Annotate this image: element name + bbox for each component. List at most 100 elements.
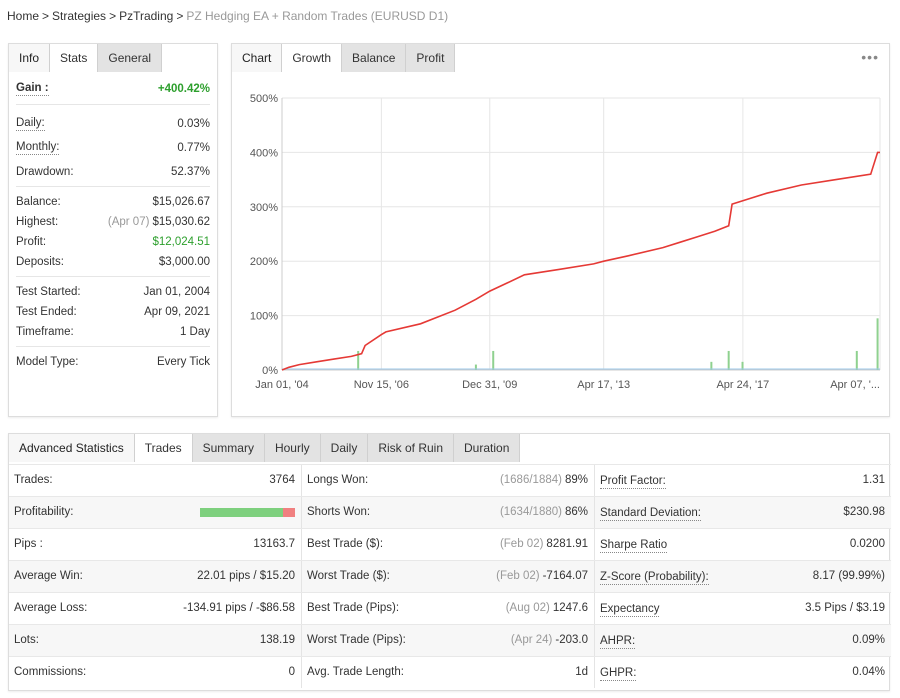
- tab-duration[interactable]: Duration: [454, 434, 521, 462]
- x-tick-label: Apr 17, '13: [577, 379, 630, 391]
- activity-bar: [474, 364, 477, 370]
- tab-advanced-statistics[interactable]: Advanced Statistics: [9, 434, 135, 462]
- activity-bar: [741, 361, 744, 370]
- daily-label[interactable]: Daily:: [16, 117, 45, 131]
- std-dev-value: $230.98: [843, 506, 885, 518]
- tab-chart[interactable]: Chart: [232, 44, 283, 72]
- avg-loss-label: Average Loss:: [14, 602, 88, 614]
- breadcrumb-home[interactable]: Home: [7, 9, 40, 23]
- tab-profit[interactable]: Profit: [406, 44, 456, 72]
- avg-loss-value: -134.91 pips / -$86.58: [183, 602, 295, 614]
- lots-cell: Lots: 138.19: [9, 625, 302, 656]
- pips-label: Pips :: [14, 538, 43, 550]
- table-row: Commissions: 0 Avg. Trade Length: 1d GHP…: [9, 656, 891, 688]
- avg-win-cell: Average Win: 22.01 pips / $15.20: [9, 561, 302, 592]
- breadcrumb-separator: >: [42, 9, 50, 23]
- divider: [16, 104, 210, 105]
- commissions-label: Commissions:: [14, 666, 87, 678]
- ghpr-label[interactable]: GHPR:: [600, 667, 637, 681]
- divider: [16, 186, 210, 187]
- longs-won-value: 89%: [564, 474, 588, 486]
- worst-trade-usd-value-wrap: (Feb 02) -7164.07: [496, 561, 588, 592]
- sharpe-label[interactable]: Sharpe Ratio: [600, 539, 668, 553]
- activity-bar: [876, 318, 879, 370]
- best-trade-usd-date: (Feb 02): [499, 538, 544, 550]
- ahpr-cell: AHPR: 0.09%: [595, 625, 891, 656]
- worst-trade-usd-value: -7164.07: [542, 570, 588, 582]
- model-type-label: Model Type:: [16, 356, 79, 368]
- tab-risk-of-ruin[interactable]: Risk of Ruin: [368, 434, 455, 462]
- table-row: Lots: 138.19 Worst Trade (Pips): (Apr 24…: [9, 624, 891, 656]
- expectancy-cell: Expectancy 3.5 Pips / $3.19: [595, 593, 891, 624]
- balance-value: $15,026.67: [152, 196, 210, 208]
- table-row: Average Loss: -134.91 pips / -$86.58 Bes…: [9, 592, 891, 624]
- daily-row: Daily: 0.03%: [16, 115, 210, 133]
- breadcrumb: Home > Strategies > PzTrading > PZ Hedging EA …: [7, 9, 448, 23]
- tab-balance[interactable]: Balance: [342, 44, 407, 72]
- daily-value: 0.03%: [177, 118, 210, 130]
- growth-line: [281, 151, 880, 371]
- tab-growth[interactable]: Growth: [282, 44, 343, 72]
- longs-won-cell: Longs Won: (1686/1884) 89%: [302, 465, 595, 496]
- avg-win-value: 22.01 pips / $15.20: [197, 570, 295, 582]
- tab-info[interactable]: Info: [9, 44, 51, 72]
- best-trade-usd-cell: Best Trade ($): (Feb 02) 8281.91: [302, 529, 595, 560]
- y-tick-label: 200%: [250, 256, 278, 268]
- table-row: Profitability: Shorts Won: (1634/1880) 86…: [9, 496, 891, 528]
- zscore-label[interactable]: Z-Score (Probability):: [600, 571, 709, 585]
- shorts-won-label: Shorts Won:: [307, 506, 371, 518]
- test-started-label: Test Started:: [16, 286, 81, 298]
- shorts-won-cell: Shorts Won: (1634/1880) 86%: [302, 497, 595, 528]
- worst-trade-pips-date: (Apr 24): [510, 634, 553, 646]
- table-row: Average Win: 22.01 pips / $15.20 Worst T…: [9, 560, 891, 592]
- profitability-bar-win: [200, 508, 283, 517]
- tab-trades[interactable]: Trades: [134, 434, 193, 462]
- gain-label[interactable]: Gain :: [16, 82, 49, 96]
- best-trade-usd-label: Best Trade ($):: [307, 538, 384, 550]
- activity-bar: [357, 350, 360, 370]
- timeframe-label: Timeframe:: [16, 326, 74, 338]
- y-tick-label: 500%: [250, 93, 278, 105]
- test-started-value: Jan 01, 2004: [143, 286, 210, 298]
- best-trade-pips-label: Best Trade (Pips):: [307, 602, 400, 614]
- std-dev-label[interactable]: Standard Deviation:: [600, 507, 702, 521]
- y-tick-label: 0%: [262, 365, 278, 377]
- profit-factor-label[interactable]: Profit Factor:: [600, 475, 666, 489]
- worst-trade-pips-cell: Worst Trade (Pips): (Apr 24) -203.0: [302, 625, 595, 656]
- activity-bar: [855, 350, 858, 370]
- tab-hourly[interactable]: Hourly: [264, 434, 321, 462]
- profit-factor-value: 1.31: [862, 474, 885, 486]
- breadcrumb-strategies[interactable]: Strategies: [52, 9, 107, 23]
- balance-row: Balance: $15,026.67: [16, 193, 210, 211]
- tab-general[interactable]: General: [98, 44, 163, 72]
- zscore-cell: Z-Score (Probability): 8.17 (99.99%): [595, 561, 891, 592]
- pips-cell: Pips : 13163.7: [9, 529, 302, 560]
- model-type-row: Model Type: Every Tick: [16, 353, 210, 371]
- tab-daily[interactable]: Daily: [320, 434, 369, 462]
- drawdown-row: Drawdown: 52.37%: [16, 163, 210, 181]
- monthly-label[interactable]: Monthly:: [16, 141, 60, 155]
- drawdown-value: 52.37%: [170, 166, 210, 178]
- profitability-label: Profitability:: [14, 506, 74, 518]
- best-trade-pips-date: (Aug 02): [505, 602, 550, 614]
- profitability-cell: Profitability:: [9, 497, 302, 528]
- avg-loss-cell: Average Loss: -134.91 pips / -$86.58: [9, 593, 302, 624]
- expectancy-label[interactable]: Expectancy: [600, 603, 660, 617]
- x-tick-label: Apr 07, '...: [830, 379, 880, 391]
- trades-value: 3764: [269, 474, 295, 486]
- timeframe-row: Timeframe: 1 Day: [16, 323, 210, 341]
- breadcrumb-current: PZ Hedging EA + Random Trades (EURUSD D1…: [186, 9, 449, 23]
- highest-label: Highest:: [16, 216, 59, 228]
- tab-summary[interactable]: Summary: [192, 434, 265, 462]
- longs-won-label: Longs Won:: [307, 474, 369, 486]
- breadcrumb-pztrading[interactable]: PzTrading: [119, 9, 174, 23]
- chart-menu-icon[interactable]: •••: [861, 49, 879, 65]
- avg-trade-length-value: 1d: [575, 666, 588, 678]
- monthly-value: 0.77%: [177, 142, 210, 154]
- breadcrumb-separator: >: [176, 9, 184, 23]
- tab-stats[interactable]: Stats: [50, 44, 99, 72]
- longs-won-ratio: (1686/1884): [499, 474, 562, 486]
- ahpr-label[interactable]: AHPR:: [600, 635, 636, 649]
- divider: [16, 346, 210, 347]
- divider: [16, 276, 210, 277]
